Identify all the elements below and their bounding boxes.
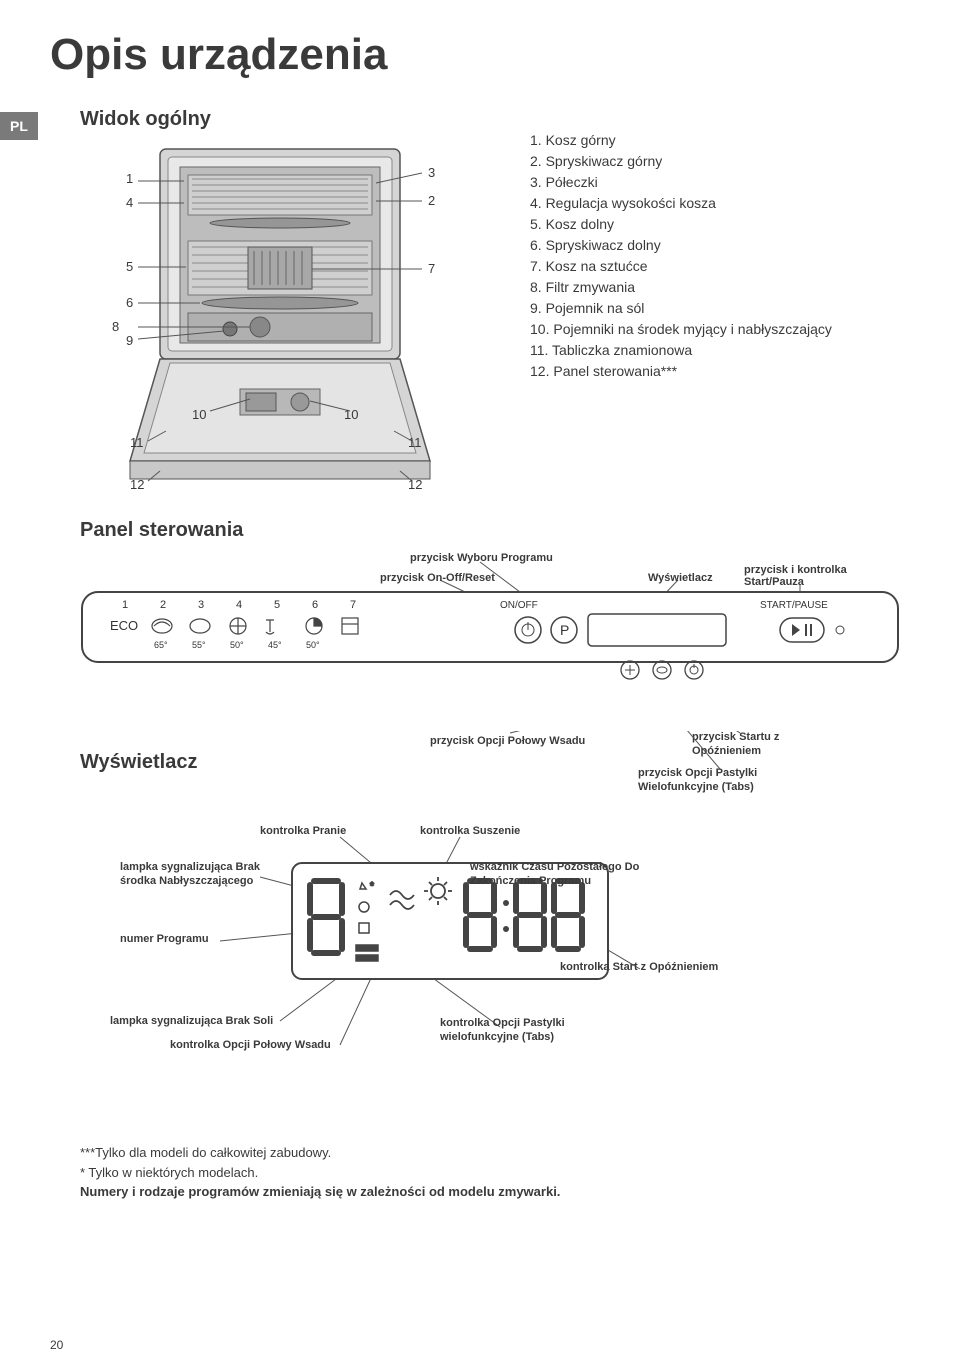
part-1: 1. Kosz górny [530,130,832,151]
diagram-num-1: 1 [126,171,133,186]
diagram-num-9: 9 [126,333,133,348]
page-title: Opis urządzenia [50,30,910,80]
label-display: Wyświetlacz [648,572,713,584]
appliance-diagram: 1 4 5 6 8 9 3 2 7 10 10 11 11 12 12 [80,141,500,511]
svg-text:START/PAUSE: START/PAUSE [760,600,828,611]
panel-heading: Panel sterowania [80,519,910,542]
svg-text:3: 3 [198,599,204,611]
svg-text:*: * [370,881,374,892]
svg-text:7: 7 [350,599,356,611]
overview-section: Widok ogólny [80,108,910,511]
part-9: 9. Pojemnik na sól [530,298,832,319]
panel-section: Panel sterowania przycisk Wyboru Program… [80,519,910,687]
svg-text:5: 5 [274,599,280,611]
part-12: 12. Panel sterowania*** [530,361,832,382]
svg-text:45°: 45° [268,640,282,650]
svg-text:ON/OFF: ON/OFF [500,600,538,611]
svg-text:55°: 55° [192,640,206,650]
label-rinse-empty: lampka sygnalizująca Brak środka Nabłysz… [120,861,280,889]
overview-heading: Widok ogólny [80,108,500,131]
label-onoff: przycisk On-Off/Reset [380,572,495,584]
label-tabs-led: kontrolka Opcji Pastylki wielofunkcyjne … [440,1017,600,1045]
appliance-svg [100,141,480,511]
part-7: 7. Kosz na sztućce [530,256,832,277]
label-startpause: przycisk i kontrolka Start/Pauza [744,564,864,588]
footnote-1: ***Tylko dla modeli do całkowitej zabudo… [80,1143,910,1163]
svg-text:50°: 50° [230,640,244,650]
svg-text:6: 6 [312,599,318,611]
label-prog-select: przycisk Wyboru Programu [410,552,553,564]
part-5: 5. Kosz dolny [530,214,832,235]
label-prog-num: numer Programu [120,933,209,947]
svg-text:P: P [560,622,569,638]
diagram-num-3: 3 [428,165,435,180]
diagram-num-11a: 11 [130,435,144,450]
part-3: 3. Półeczki [530,172,832,193]
diagram-num-10a: 10 [192,407,206,422]
parts-list: 1. Kosz górny 2. Spryskiwacz górny 3. Pó… [530,130,832,511]
diagram-num-12a: 12 [130,477,144,492]
display-section: Wyświetlacz przycisk Opcji Połowy Wsadu … [80,731,910,1111]
part-6: 6. Spryskiwacz dolny [530,235,832,256]
diagram-num-10b: 10 [344,407,358,422]
footnote-3: Numery i rodzaje programów zmieniają się… [80,1182,910,1202]
part-8: 8. Filtr zmywania [530,277,832,298]
language-badge: PL [0,112,38,140]
svg-text:1: 1 [122,599,128,611]
diagram-num-5: 5 [126,259,133,274]
diagram-num-12b: 12 [408,477,422,492]
part-2: 2. Spryskiwacz górny [530,151,832,172]
label-salt-empty: lampka sygnalizująca Brak Soli [110,1015,273,1029]
diagram-num-8: 8 [112,319,119,334]
diagram-num-7: 7 [428,261,435,276]
svg-text:2: 2 [160,599,166,611]
page-number: 20 [50,1338,63,1352]
part-10: 10. Pojemniki na środek myjący i nabłysz… [530,319,832,340]
diagram-num-4: 4 [126,195,133,210]
part-11: 11. Tabliczka znamionowa [530,340,832,361]
label-wash-led: kontrolka Pranie [260,825,346,839]
label-half-led: kontrolka Opcji Połowy Wsadu [170,1039,331,1053]
label-dry-led: kontrolka Suszenie [420,825,520,839]
label-delay-led: kontrolka Start z Opóźnieniem [560,961,718,975]
label-time-remain: wskaźnik Czasu Pozostałego Do Zakończeni… [470,861,650,889]
svg-text:ECO: ECO [110,618,138,633]
footnote-2: * Tylko w niektórych modelach. [80,1163,910,1183]
svg-text:65°: 65° [154,640,168,650]
svg-text:4: 4 [236,599,242,611]
diagram-num-11b: 11 [408,435,422,450]
footnotes: ***Tylko dla modeli do całkowitej zabudo… [80,1143,910,1202]
part-4: 4. Regulacja wysokości kosza [530,193,832,214]
svg-text:50°: 50° [306,640,320,650]
diagram-num-6: 6 [126,295,133,310]
diagram-num-2: 2 [428,193,435,208]
